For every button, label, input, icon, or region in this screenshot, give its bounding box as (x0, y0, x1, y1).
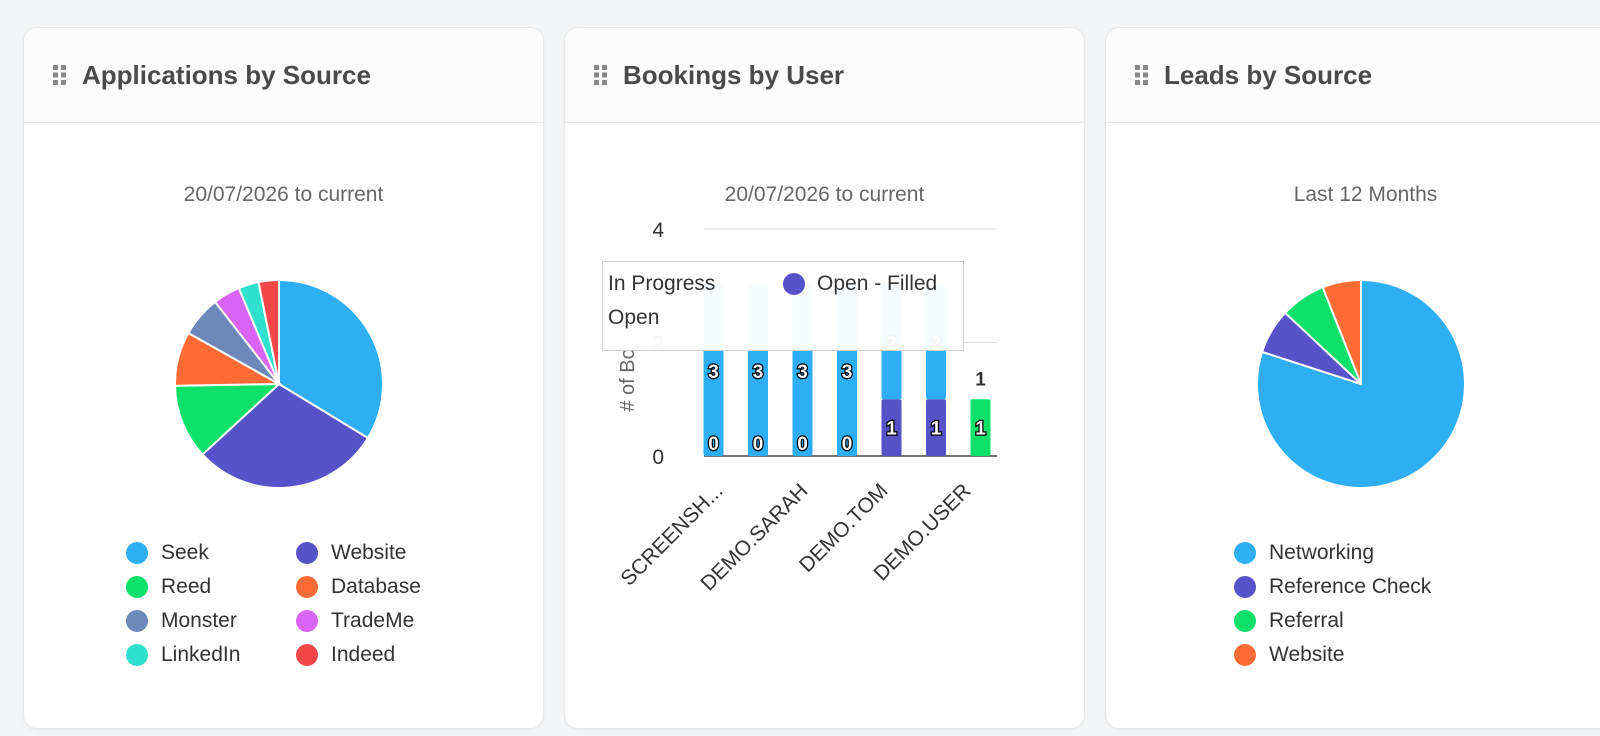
legend-label: Monster (161, 609, 237, 632)
bar-total-label: 1 (975, 369, 986, 390)
legend-item-website[interactable]: Website (296, 536, 406, 570)
bar-value-label: 0 (797, 434, 808, 455)
legend-label: Website (331, 541, 407, 564)
legend-dot (126, 542, 148, 564)
bar-value-label: 0 (708, 434, 719, 455)
legend-item-monster[interactable]: Monster (126, 604, 237, 638)
chart-legend: Networking Reference Check Referral Website (1106, 536, 1600, 676)
chart-subtitle: 20/07/2026 to current (724, 183, 925, 206)
legend-dot (126, 610, 148, 632)
card-title: Leads by Source (1164, 59, 1373, 90)
legend-label: Networking (1269, 541, 1375, 564)
drag-handle-icon[interactable] (52, 64, 68, 86)
legend-dot (1234, 576, 1256, 598)
pie-slice-website[interactable] (201, 382, 370, 489)
legend-dot (1234, 610, 1256, 632)
y-axis-label: # of Bo (617, 348, 639, 411)
legend-dot (296, 610, 318, 632)
legend-dot (1234, 644, 1256, 666)
tooltip-item-in-progress: In Progress (608, 272, 716, 295)
pie-slice-seek[interactable] (278, 278, 384, 440)
legend-dot (296, 542, 318, 564)
legend-item-indeed[interactable]: Indeed (296, 638, 395, 672)
tooltip-item-open-filled: Open - Filled (783, 272, 937, 296)
bar-segment-open-filled[interactable] (926, 399, 946, 456)
legend-item-networking[interactable]: Networking (1234, 536, 1374, 570)
chart-tooltip: In Progress Open - Filled Open (602, 261, 964, 351)
bar-value-label: 1 (931, 419, 942, 440)
legend-label: Website (1269, 643, 1345, 666)
chart-subtitle: Last 12 Months (1293, 183, 1438, 206)
legend-item-reed[interactable]: Reed (126, 570, 211, 604)
legend-label: Database (331, 575, 421, 598)
applications-pie-chart (173, 278, 384, 489)
bar-value-label: 0 (753, 434, 764, 455)
legend-label: TradeMe (331, 609, 415, 632)
legend-dot (296, 576, 318, 598)
legend-item-reference-check[interactable]: Reference Check (1234, 570, 1431, 604)
bar-value-label: 3 (753, 362, 764, 383)
y-tick-label: 0 (652, 446, 664, 469)
card-header: Bookings by User (565, 28, 1084, 123)
bar-value-label: 1 (975, 419, 986, 440)
drag-handle-icon[interactable] (593, 64, 609, 86)
pie-slice-networking[interactable] (1256, 278, 1466, 489)
legend-dot (126, 644, 148, 666)
bookings-by-user-card: Bookings by User 20/07/2026 to current (564, 27, 1085, 729)
card-title: Applications by Source (82, 59, 371, 90)
legend-item-website[interactable]: Website (1234, 638, 1344, 672)
legend-label: Referral (1269, 609, 1344, 632)
legend-item-seek[interactable]: Seek (126, 536, 209, 570)
pie-slice-reed[interactable] (173, 382, 282, 456)
legend-dot (783, 273, 805, 295)
legend-label: Reed (161, 575, 212, 598)
legend-item-referral[interactable]: Referral (1234, 604, 1344, 638)
bar-value-label: 3 (842, 362, 853, 383)
pie-slice-website[interactable] (1321, 278, 1362, 385)
card-header: Leads by Source (1106, 28, 1600, 123)
bar-value-label: 3 (708, 362, 719, 383)
bar-value-label: 0 (842, 434, 853, 455)
drag-handle-icon[interactable] (1134, 64, 1150, 86)
legend-label: Reference Check (1269, 575, 1432, 598)
legend-item-trademe[interactable]: TradeMe (296, 604, 414, 638)
card-title: Bookings by User (623, 59, 845, 90)
leads-pie-chart (1256, 278, 1466, 489)
bar-segment-open-filled[interactable] (881, 399, 902, 456)
legend-item-linkedin[interactable]: LinkedIn (126, 638, 240, 672)
bar-value-label: 3 (797, 362, 808, 383)
bar-segment-open[interactable] (970, 399, 991, 456)
card-header: Applications by Source (24, 28, 543, 123)
leads-by-source-card: Leads by Source Last 12 Months Networkin… (1105, 27, 1600, 729)
applications-by-source-card: Applications by Source 20/07/2026 to cur… (23, 27, 544, 729)
chart-subtitle: 20/07/2026 to current (183, 183, 384, 206)
legend-dot (126, 576, 148, 598)
chart-legend: Seek Website Reed Database Monster TradeMe Lin… (24, 536, 543, 676)
bar-value-label: 1 (886, 419, 897, 440)
legend-item-database[interactable]: Database (296, 570, 421, 604)
legend-dot (296, 644, 318, 666)
y-tick-label: 4 (652, 219, 664, 242)
legend-label: Indeed (331, 643, 396, 666)
legend-dot (1234, 542, 1256, 564)
legend-label: LinkedIn (161, 643, 241, 666)
pie-slice-indeed[interactable] (257, 278, 280, 385)
tooltip-item-open: Open (608, 306, 660, 329)
legend-label: Seek (161, 541, 209, 564)
